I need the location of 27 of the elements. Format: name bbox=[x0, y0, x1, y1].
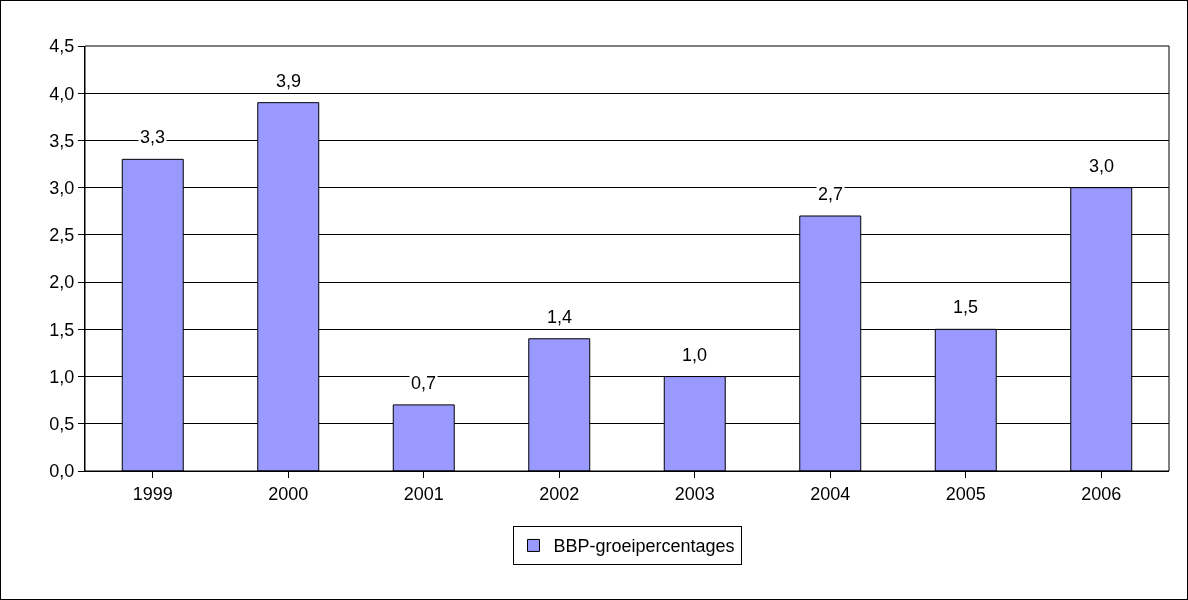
data-label: 3,3 bbox=[140, 127, 166, 147]
x-tick-label: 2003 bbox=[674, 483, 715, 504]
x-tick-label: 2001 bbox=[403, 483, 444, 504]
data-label: 3,0 bbox=[1089, 156, 1115, 176]
data-label: 1,5 bbox=[953, 297, 979, 317]
y-tick-label: 3,5 bbox=[49, 130, 75, 151]
data-label: 1,4 bbox=[547, 307, 573, 327]
y-tick-label: 4,5 bbox=[49, 36, 75, 57]
data-label: 1,0 bbox=[682, 345, 708, 365]
y-tick-label: 1,0 bbox=[49, 366, 75, 387]
y-tick-label: 0,5 bbox=[49, 414, 75, 435]
y-tick-label: 4,0 bbox=[49, 83, 75, 104]
legend-label: BBP-groeipercentages bbox=[553, 536, 735, 557]
x-tick-label: 2002 bbox=[539, 483, 580, 504]
x-tick-label: 2004 bbox=[810, 483, 851, 504]
y-tick-label: 2,0 bbox=[49, 272, 75, 293]
data-label: 0,7 bbox=[411, 373, 437, 393]
x-tick-label: 2006 bbox=[1081, 483, 1122, 504]
data-label: 2,7 bbox=[818, 184, 844, 204]
x-tick-label: 2005 bbox=[945, 483, 986, 504]
x-tick-label: 1999 bbox=[132, 483, 173, 504]
y-tick-label: 0,0 bbox=[49, 461, 75, 482]
y-tick-label: 2,5 bbox=[49, 225, 75, 246]
data-label: 3,9 bbox=[276, 71, 302, 91]
y-tick-label: 1,5 bbox=[49, 319, 75, 340]
x-tick-label: 2000 bbox=[268, 483, 309, 504]
y-tick-label: 3,0 bbox=[49, 177, 75, 198]
